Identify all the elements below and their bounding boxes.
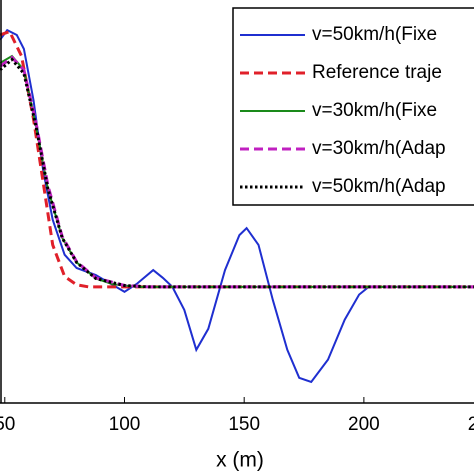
x-axis-label: x (m): [216, 449, 264, 472]
series-line: [0, 29, 474, 289]
x-tick-label: 200: [348, 414, 380, 435]
legend-box: [232, 7, 474, 206]
legend-label: v=30km/h(Fixe: [312, 100, 437, 121]
legend-label: v=30km/h(Adap: [312, 138, 446, 159]
x-tick-label: 50: [0, 414, 15, 435]
x-tick-label: 150: [228, 414, 260, 435]
legend-label: v=50km/h(Adap: [312, 176, 446, 197]
legend: v=50km/h(Fixe Reference traje v=30km/h(Fix…: [232, 7, 474, 206]
legend-label: Reference traje: [312, 62, 442, 83]
legend-label: v=50km/h(Fixe: [312, 24, 437, 45]
x-tick-label: 100: [109, 414, 141, 435]
x-tick-label: 250: [468, 414, 474, 435]
